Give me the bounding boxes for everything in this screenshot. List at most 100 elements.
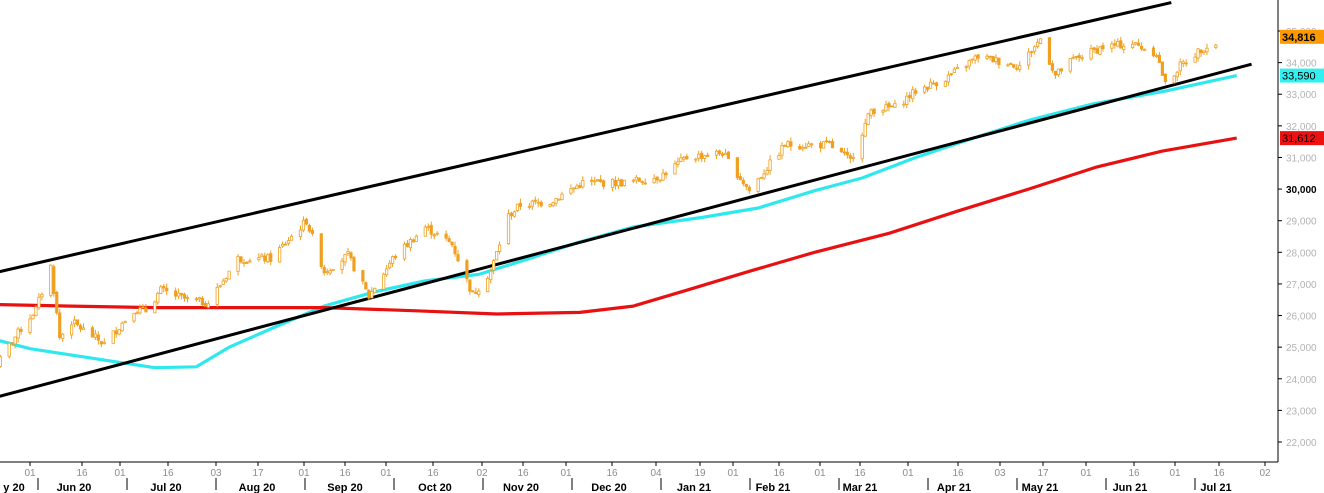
candle-body xyxy=(679,157,683,162)
candle-body xyxy=(902,103,906,106)
x-day-label: 16 xyxy=(1128,468,1140,479)
x-month-label: y 20 xyxy=(3,482,24,493)
candle-body xyxy=(304,218,309,225)
candle-body xyxy=(575,185,579,190)
candle-body xyxy=(1119,40,1123,49)
candle-body xyxy=(1199,49,1203,54)
x-month-label: Jun 20 xyxy=(57,482,92,493)
candle-body xyxy=(509,212,514,217)
candle-body xyxy=(174,290,178,297)
candle-body xyxy=(1157,54,1162,63)
x-day-label: 02 xyxy=(1259,468,1271,479)
candle-body xyxy=(1116,40,1120,47)
candle-body xyxy=(631,179,635,182)
candle-body xyxy=(810,143,814,146)
candle-body xyxy=(162,286,166,289)
candle-body xyxy=(596,179,600,182)
candle-body xyxy=(486,277,490,293)
candle-body xyxy=(349,252,353,259)
price-badge-2: 33,590 xyxy=(1282,71,1316,83)
candle-body xyxy=(1113,43,1117,46)
candle-body xyxy=(1074,55,1078,58)
candle-body xyxy=(325,271,329,274)
x-day-label: 01 xyxy=(298,468,310,479)
candle-body xyxy=(34,306,38,317)
candle-body xyxy=(887,102,891,108)
candle-body xyxy=(991,55,995,63)
x-day-label: 16 xyxy=(427,468,439,479)
candle-body xyxy=(343,253,347,263)
candle-body xyxy=(949,73,953,76)
candle-body xyxy=(955,67,959,69)
candle-body xyxy=(914,90,918,94)
candle-body xyxy=(1032,46,1037,52)
candle-body xyxy=(890,105,894,108)
candle-body xyxy=(1137,42,1141,46)
candle-body xyxy=(682,157,686,160)
candle-body xyxy=(723,152,728,156)
candle-body xyxy=(257,257,261,261)
candle-body xyxy=(13,336,17,345)
candle-body xyxy=(156,293,160,303)
candle-body xyxy=(884,104,888,112)
candle-body xyxy=(99,341,103,345)
candle-body xyxy=(215,286,219,305)
x-day-label: 16 xyxy=(517,468,529,479)
candle-body xyxy=(744,183,748,187)
candle-body xyxy=(497,244,502,252)
candle-body xyxy=(881,110,885,113)
candle-body xyxy=(706,154,710,157)
candle-body xyxy=(848,155,852,159)
candle-body xyxy=(1038,38,1043,44)
candle-body xyxy=(905,95,909,105)
candle-body xyxy=(367,289,371,299)
candle-body xyxy=(762,173,766,179)
candle-body xyxy=(655,176,659,181)
candle-body xyxy=(994,57,998,62)
x-day-label: 16 xyxy=(76,468,88,479)
candle-body xyxy=(114,330,118,335)
candle-body xyxy=(697,153,701,159)
candle-body xyxy=(1142,48,1147,51)
candle-body xyxy=(385,268,389,276)
candle-body xyxy=(245,261,249,264)
candle-body xyxy=(1068,58,1072,72)
candle-body xyxy=(783,145,787,147)
x-month-label: May 21 xyxy=(1022,482,1059,493)
candle-body xyxy=(388,262,392,269)
candle-body xyxy=(801,147,805,150)
x-day-label: 04 xyxy=(650,468,662,479)
y-tick-label: 26,000 xyxy=(1286,312,1317,323)
candle-body xyxy=(1175,71,1179,78)
candle-body xyxy=(759,176,763,179)
candle-body xyxy=(578,185,582,188)
candle-body xyxy=(7,342,11,357)
candle-body xyxy=(236,256,240,272)
candle-body xyxy=(197,297,202,300)
x-day-label: 03 xyxy=(994,468,1006,479)
candle-body xyxy=(536,201,540,204)
candle-body xyxy=(1056,68,1060,76)
candle-body xyxy=(673,163,677,175)
candle-body xyxy=(664,172,668,176)
candle-body xyxy=(780,145,784,156)
candle-body xyxy=(676,161,680,165)
candle-body xyxy=(569,188,573,194)
candle-body xyxy=(346,251,350,254)
candle-body xyxy=(551,202,555,207)
price-badges: 34,816 33,590 31,612 xyxy=(1280,29,1324,146)
candle-body xyxy=(839,147,843,153)
candle-body xyxy=(619,179,624,187)
candle-body xyxy=(738,176,742,181)
candle-body xyxy=(997,57,1001,65)
candle-body xyxy=(1053,71,1057,76)
x-month-label: Nov 20 xyxy=(503,482,539,493)
candle-body xyxy=(495,251,499,261)
y-tick-label: 30,000 xyxy=(1286,185,1317,196)
candle-body xyxy=(1035,41,1040,47)
candle-body xyxy=(40,293,44,298)
candle-body xyxy=(382,273,386,290)
x-day-label: 16 xyxy=(773,468,785,479)
x-day-label: 16 xyxy=(854,468,866,479)
candle-body xyxy=(58,312,62,339)
